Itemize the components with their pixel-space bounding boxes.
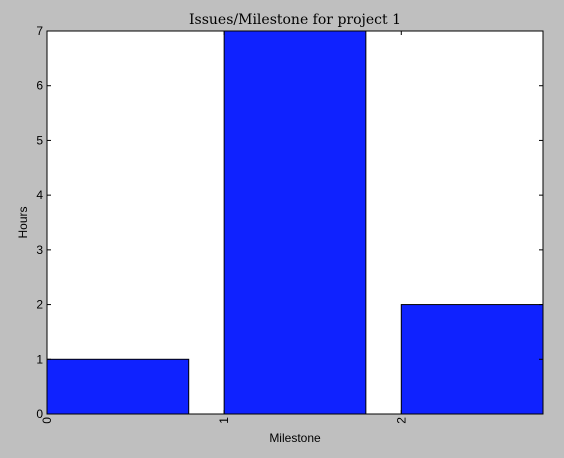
bar-milestone-1 <box>223 30 367 415</box>
y-tick-label: 4 <box>36 188 43 202</box>
y-tick-label: 6 <box>36 79 43 93</box>
x-axis-label: Milestone <box>269 431 321 445</box>
x-tick-label: 0 <box>40 417 54 424</box>
bar-milestone-2 <box>400 304 544 415</box>
plot-frame <box>46 30 544 415</box>
y-axis-label: Hours <box>16 206 30 238</box>
y-tick-label: 0 <box>36 407 43 421</box>
x-tick-label: 2 <box>394 417 408 424</box>
y-tick-label: 1 <box>36 352 43 366</box>
chart-title: Issues/Milestone for project 1 <box>189 12 401 28</box>
y-tick-label: 2 <box>36 298 43 312</box>
y-tick-label: 7 <box>36 24 43 38</box>
y-axis-ticks: 0 1 2 3 4 5 6 7 <box>36 24 543 421</box>
y-tick-label: 5 <box>36 133 43 147</box>
x-tick-label: 1 <box>217 417 231 424</box>
bars-group <box>46 30 544 415</box>
bar-milestone-0 <box>46 358 190 415</box>
y-tick-label: 3 <box>36 243 43 257</box>
